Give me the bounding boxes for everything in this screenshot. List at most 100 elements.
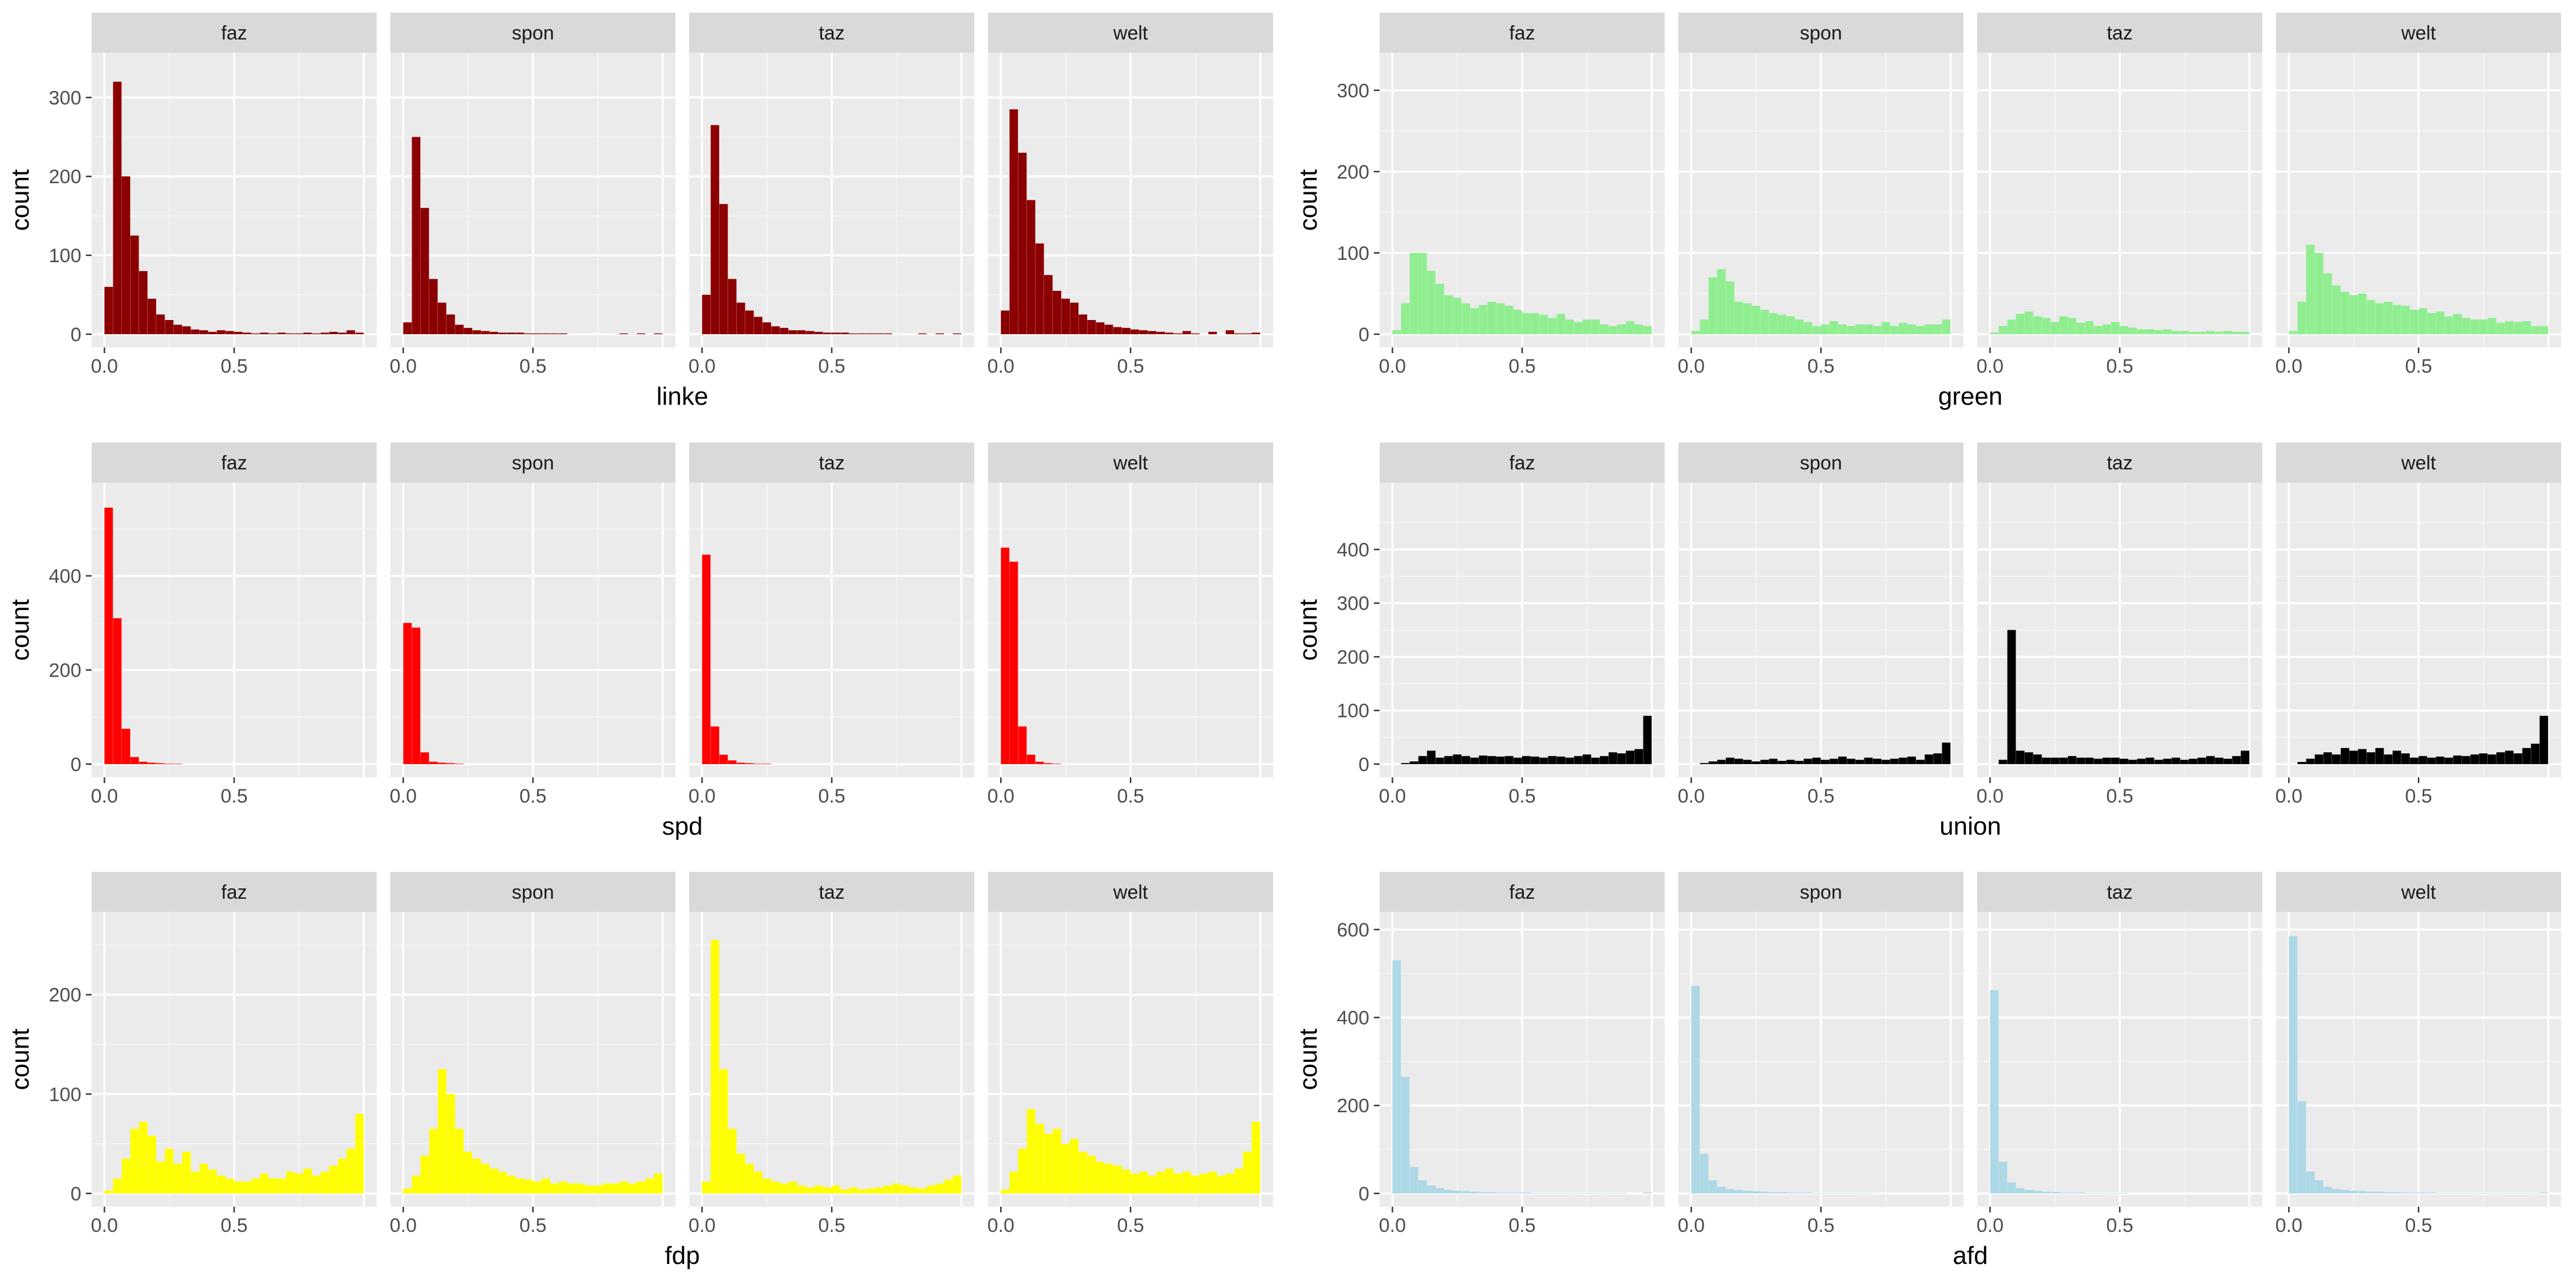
histogram-bar: [2427, 313, 2436, 334]
histogram-bar: [1444, 295, 1453, 334]
facet-strip: [2276, 13, 2561, 53]
histogram-bar: [1165, 333, 1174, 334]
y-tick-label: 600: [1337, 919, 1369, 941]
x-tick-label: 0.5: [1807, 785, 1834, 807]
histogram-bar: [243, 333, 251, 334]
histogram-bar: [2366, 752, 2376, 764]
x-tick-label: 0.5: [1508, 1215, 1535, 1236]
facet-strip: [390, 13, 675, 53]
x-tick-label: 0.5: [818, 1215, 845, 1236]
histogram-bar: [1700, 762, 1709, 764]
histogram-bar: [2033, 316, 2042, 334]
facet-strip-label: welt: [2401, 882, 2436, 903]
y-tick-label: 200: [1337, 161, 1369, 183]
x-axis-title: union: [1939, 812, 2001, 840]
y-tick-label: 200: [49, 659, 81, 681]
histogram-bar: [1251, 1121, 1261, 1194]
histogram-bar: [2050, 322, 2059, 334]
histogram-bar: [139, 271, 148, 334]
histogram-bar: [2332, 754, 2341, 764]
histogram-bar: [1531, 756, 1539, 764]
histogram-bar: [1001, 1189, 1010, 1194]
histogram-bar: [2539, 1192, 2549, 1194]
histogram-bar: [156, 314, 165, 334]
histogram-bar: [1243, 333, 1252, 334]
histogram-bar: [1725, 757, 1735, 764]
histogram-bar: [2409, 757, 2419, 764]
histogram-bar: [1453, 1191, 1461, 1194]
histogram-bar: [1444, 756, 1453, 764]
x-tick-label: 0.0: [390, 785, 417, 807]
histogram-bar: [1182, 1171, 1191, 1194]
histogram-bar: [2007, 319, 2016, 334]
histogram-bar: [2436, 756, 2445, 764]
histogram-bar: [1725, 281, 1735, 334]
histogram-bar: [1226, 330, 1234, 334]
histogram-bar: [2419, 756, 2427, 764]
histogram-bar: [1078, 314, 1088, 334]
histogram-bar: [268, 333, 278, 334]
histogram-bar: [771, 1181, 780, 1194]
histogram-bar: [481, 1163, 490, 1194]
histogram-bar: [1479, 1192, 1488, 1194]
histogram-bar: [156, 763, 165, 764]
histogram-bar: [2042, 318, 2050, 334]
histogram-bar: [1001, 547, 1010, 764]
histogram-bar: [251, 1178, 260, 1194]
x-tick-label: 0.5: [2405, 785, 2432, 807]
y-axis-title: count: [6, 1029, 34, 1091]
histogram-bar: [2197, 331, 2206, 334]
histogram-bar: [2102, 324, 2111, 334]
histogram-bar: [1087, 320, 1096, 334]
histogram-bar: [1898, 757, 1907, 764]
x-tick-label: 0.0: [1379, 1215, 1406, 1236]
histogram-bar: [2111, 322, 2120, 334]
histogram-bar: [1044, 763, 1053, 764]
y-tick-label: 0: [70, 754, 81, 776]
y-tick-label: 100: [1337, 243, 1369, 264]
histogram-bar: [797, 1185, 806, 1194]
histogram-bar: [1725, 1189, 1735, 1194]
histogram-bar: [1104, 1163, 1113, 1194]
facet-fdp-taz: taz 0.0 0.5: [689, 872, 974, 1236]
histogram-bar: [2102, 757, 2111, 764]
histogram-bar: [1234, 1168, 1243, 1194]
histogram-bar: [489, 331, 499, 334]
histogram-bar: [900, 1185, 910, 1194]
y-tick-label: 100: [49, 245, 81, 267]
x-tick-label: 0.5: [1508, 355, 1535, 377]
histogram-bar: [1208, 1171, 1217, 1194]
histogram-bar: [823, 333, 832, 334]
histogram-bar: [2241, 331, 2250, 334]
histogram-bar: [805, 1187, 815, 1194]
histogram-bar: [1582, 1193, 1591, 1194]
chart-union: faz 0.0 0.5 0 100 200 300 400 spon 0.0 0.5 taz 0.0 0.…: [1294, 442, 2561, 840]
histogram-bar: [840, 1189, 849, 1194]
histogram-bar: [1812, 326, 1821, 334]
histogram-bar: [2332, 1189, 2341, 1194]
histogram-bar: [1139, 330, 1148, 334]
histogram-bar: [1096, 322, 1105, 334]
histogram-bar: [2306, 758, 2315, 764]
facet-linke-taz: taz 0.0 0.5: [689, 13, 974, 377]
histogram-bar: [429, 1129, 438, 1194]
histogram-bar: [1401, 303, 1410, 334]
histogram-bar: [1470, 757, 1479, 764]
x-tick-label: 0.5: [220, 355, 247, 377]
histogram-bar: [268, 1178, 278, 1194]
histogram-bar: [2241, 750, 2250, 764]
histogram-bar: [1830, 1193, 1838, 1194]
histogram-bar: [745, 310, 754, 334]
histogram-bar: [1199, 1174, 1208, 1194]
x-tick-label: 0.0: [689, 785, 716, 807]
histogram-bar: [1838, 324, 1847, 334]
x-tick-label: 0.5: [818, 355, 845, 377]
histogram-bar: [1777, 761, 1787, 764]
histogram-bar: [2341, 1190, 2349, 1194]
histogram-bar: [147, 1136, 156, 1194]
histogram-bar: [762, 322, 771, 334]
y-axis-title: count: [1294, 169, 1322, 231]
histogram-bar: [294, 1174, 303, 1194]
histogram-bar: [559, 333, 568, 334]
histogram-bar: [446, 314, 455, 334]
